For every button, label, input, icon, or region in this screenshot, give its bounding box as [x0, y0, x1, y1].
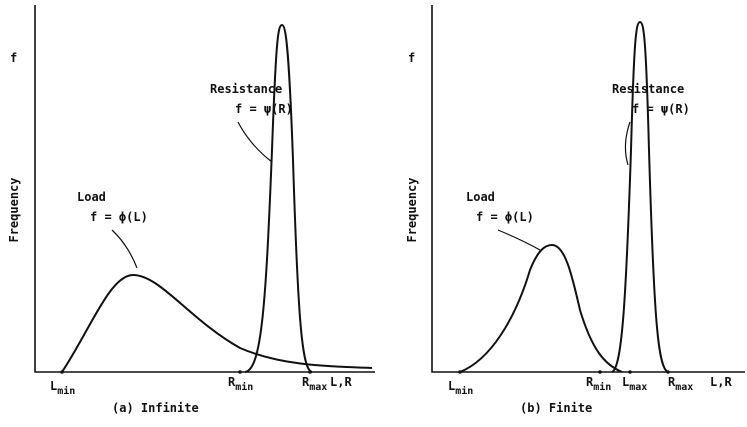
- label-part: L: [622, 375, 629, 389]
- x-axis-label: L,R: [330, 375, 352, 389]
- resistance-label: Resistance: [612, 82, 684, 96]
- x-label: Lmin: [50, 379, 75, 397]
- leader: [111, 229, 138, 269]
- y-axis-label: Frequency: [405, 177, 419, 242]
- resistance-formula: f = ψ(R): [632, 102, 690, 116]
- tick-dots: [458, 370, 670, 374]
- label-part: min: [235, 381, 253, 393]
- x-label: Lmin: [448, 379, 473, 397]
- load-curve: [61, 273, 373, 373]
- label-part: R: [228, 375, 236, 389]
- x-label: Rmax: [668, 375, 693, 393]
- y-symbol: f: [408, 51, 415, 65]
- label-part: R: [668, 375, 676, 389]
- label-part: min: [593, 381, 611, 393]
- resistance-curve: [244, 23, 313, 373]
- load-formula: f = ϕ(L): [90, 210, 148, 224]
- x-label: Rmax: [302, 375, 327, 393]
- x-label: Lmax: [622, 375, 647, 393]
- label-part: max: [309, 382, 327, 393]
- panel-b: f Frequency Resistance f = ψ(R) Load f =…: [405, 5, 745, 415]
- label-part: L: [448, 379, 455, 393]
- resistance-curve: [611, 20, 669, 373]
- caption: (b) Finite: [520, 401, 592, 415]
- panel-a: f Frequency Resistance f = ψ(R) Load f =…: [7, 5, 375, 415]
- leader: [237, 121, 273, 163]
- axes: [34, 5, 375, 373]
- label-part: R: [586, 375, 594, 389]
- label-part: max: [675, 382, 693, 393]
- resistance-label: Resistance: [210, 82, 282, 96]
- load-curve: [459, 243, 623, 373]
- label-part: R: [302, 375, 310, 389]
- resistance-formula: f = ψ(R): [235, 102, 293, 116]
- load-label: Load: [466, 190, 495, 204]
- x-axis-label: L,R: [710, 375, 732, 389]
- load-label: Load: [77, 190, 106, 204]
- y-axis-label: Frequency: [7, 177, 21, 242]
- label-part: max: [629, 382, 647, 393]
- label-part: min: [455, 385, 473, 397]
- load-formula: f = ϕ(L): [476, 210, 534, 224]
- y-symbol: f: [10, 51, 17, 65]
- leader: [497, 229, 541, 251]
- leader: [624, 121, 631, 166]
- axes: [431, 5, 745, 373]
- tick-dots: [60, 370, 312, 374]
- caption: (a) Infinite: [112, 401, 199, 415]
- label-part: min: [57, 385, 75, 397]
- x-label: Rmin: [586, 375, 611, 393]
- label-part: L: [50, 379, 57, 393]
- x-label: Rmin: [228, 375, 253, 393]
